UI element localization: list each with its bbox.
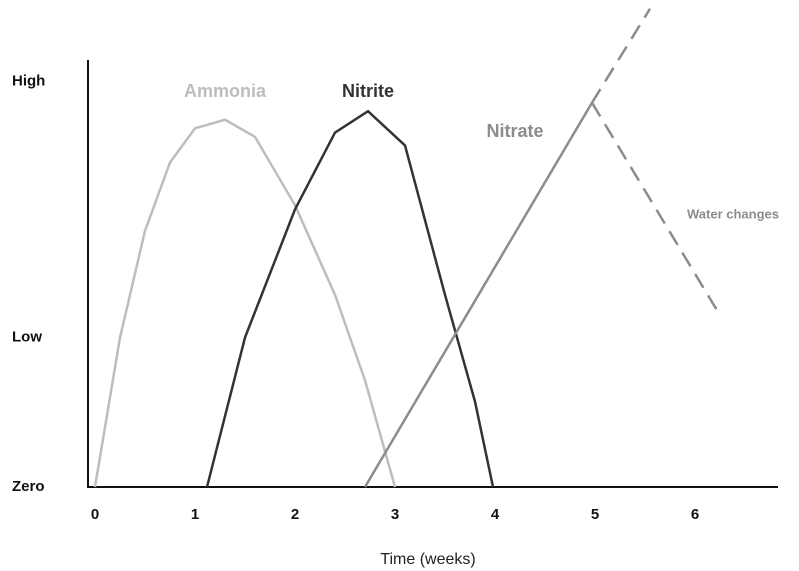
y-tick-label: High [12, 72, 45, 89]
x-tick-label: 6 [691, 506, 699, 523]
series-line [590, 102, 720, 313]
x-tick-label: 1 [191, 506, 199, 523]
x-tick-label: 0 [91, 506, 99, 523]
x-tick-label: 3 [391, 506, 399, 523]
series-line [93, 118, 397, 488]
y-tick-label: Zero [12, 478, 45, 495]
series-label: Ammonia [184, 81, 267, 101]
series-label: Nitrite [342, 81, 394, 101]
series-line [363, 102, 594, 488]
series-line [590, 8, 652, 104]
x-tick-label: 5 [591, 506, 599, 523]
x-tick-label: 2 [291, 506, 299, 523]
x-axis-label: Time (weeks) [380, 551, 475, 568]
y-tick-label: Low [12, 329, 42, 346]
series-line [205, 109, 495, 488]
x-tick-label: 4 [491, 506, 500, 523]
series-label: Nitrate [486, 121, 543, 141]
series-label: Water changes [687, 206, 779, 221]
